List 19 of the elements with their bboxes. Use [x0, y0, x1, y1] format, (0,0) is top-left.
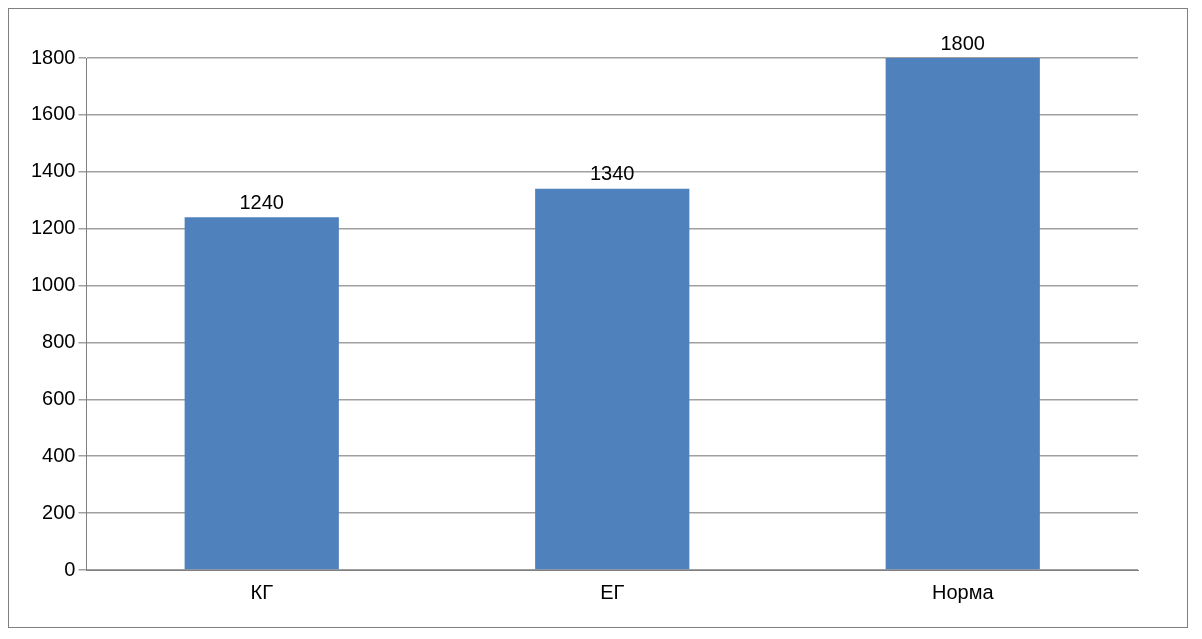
y-tick-label: 400 [42, 443, 76, 466]
bar [535, 188, 690, 570]
data-label: 1340 [590, 162, 635, 185]
y-tick-label: 0 [64, 557, 76, 580]
x-tick-label: КГ [250, 580, 274, 603]
data-label: 1800 [940, 31, 985, 54]
bar [184, 217, 339, 570]
y-tick-label: 1400 [30, 159, 76, 182]
y-tick-label: 1000 [30, 273, 76, 296]
y-tick-label: 800 [42, 329, 76, 352]
y-tick-label: 1600 [30, 102, 76, 125]
y-tick-label: 1200 [30, 216, 76, 239]
y-tick-label: 1800 [30, 45, 76, 68]
y-tick-label: 600 [42, 386, 76, 409]
x-tick-label: Норма [931, 580, 995, 603]
bar [885, 58, 1040, 570]
data-label: 1240 [239, 190, 284, 213]
y-tick-label: 200 [42, 500, 76, 523]
x-tick-label: ЕГ [600, 580, 625, 603]
